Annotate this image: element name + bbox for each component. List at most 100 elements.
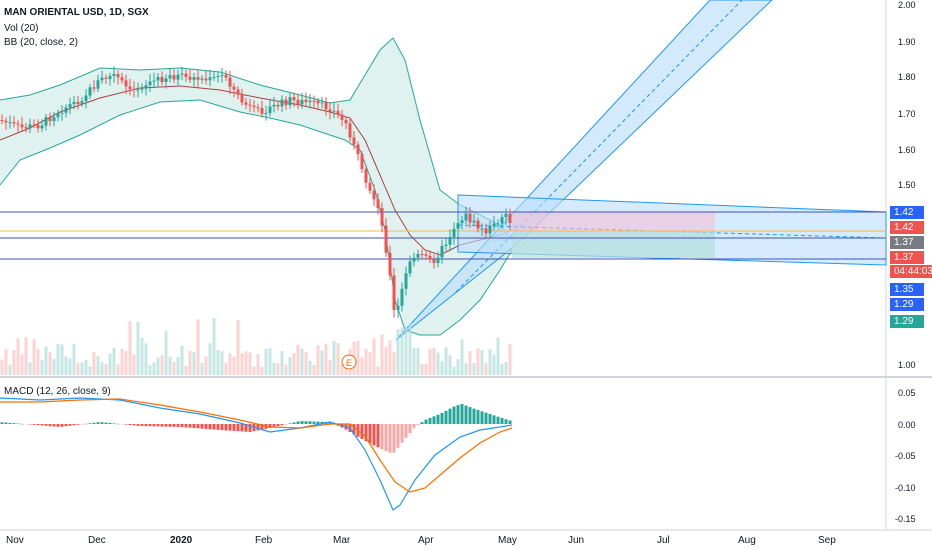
- candle-body: [500, 217, 504, 224]
- time-tick: Jul: [657, 535, 670, 546]
- bollinger-legend[interactable]: BB (20, close, 2): [4, 37, 78, 48]
- volume-bar: [268, 348, 272, 375]
- candle-body: [284, 99, 288, 106]
- macd-histogram-bar: [272, 424, 276, 428]
- candle-body: [460, 220, 464, 224]
- volume-bar: [412, 347, 416, 375]
- volume-bar: [368, 352, 372, 375]
- candle-body: [272, 104, 276, 107]
- volume-bar: [120, 348, 124, 375]
- macd-histogram-bar: [384, 424, 388, 451]
- macd-histogram-bar: [148, 424, 152, 427]
- candle-body: [132, 88, 136, 90]
- volume-bar: [460, 339, 464, 375]
- candle-body: [408, 261, 412, 274]
- volume-bar: [240, 353, 244, 375]
- candle-body: [168, 75, 172, 79]
- candle-body: [36, 124, 40, 129]
- macd-histogram-bar: [128, 424, 132, 425]
- candle-body: [220, 75, 224, 77]
- macd-histogram-bar: [40, 424, 44, 426]
- volume-legend[interactable]: Vol (20): [4, 23, 39, 34]
- price-tick: 1.60: [898, 145, 916, 155]
- candle-body: [112, 74, 116, 76]
- macd-histogram-bar: [248, 424, 252, 432]
- candle-body: [208, 77, 212, 81]
- macd-histogram-bar: [16, 423, 20, 424]
- macd-histogram-bar: [188, 424, 192, 428]
- candle-body: [508, 213, 512, 223]
- macd-line: [0, 397, 513, 511]
- candle-body: [212, 76, 216, 78]
- candle-body: [404, 273, 408, 289]
- symbol-title[interactable]: MAN ORIENTAL USD, 1D, SGX: [4, 7, 149, 18]
- candle-body: [224, 75, 228, 78]
- candle-body: [496, 223, 500, 225]
- candle-body: [4, 120, 8, 123]
- volume-bar: [156, 357, 160, 375]
- volume-bar: [232, 356, 236, 375]
- candle-body: [8, 122, 12, 124]
- candle-body: [360, 154, 364, 170]
- macd-legend[interactable]: MACD (12, 26, close, 9): [4, 386, 111, 397]
- volume-bar: [444, 347, 448, 375]
- position-stop-zone[interactable]: [512, 212, 715, 231]
- volume-bar: [384, 346, 388, 375]
- volume-bar: [324, 344, 328, 375]
- volume-bar: [468, 350, 472, 375]
- volume-bar: [504, 361, 508, 375]
- volume-bar: [224, 362, 228, 375]
- volume-bar: [160, 355, 164, 375]
- macd-histogram-bar: [156, 424, 160, 427]
- volume-bar: [372, 338, 376, 375]
- volume-bar: [492, 354, 496, 375]
- volume-bar: [320, 350, 324, 375]
- macd-histogram-bar: [408, 424, 412, 433]
- volume-bar: [304, 352, 308, 375]
- candle-body: [56, 113, 60, 118]
- candle-body: [488, 225, 492, 234]
- volume-bar: [416, 347, 420, 375]
- macd-histogram-bar: [480, 411, 484, 424]
- volume-bar: [172, 362, 176, 375]
- candle-body: [144, 85, 148, 89]
- volume-bar: [476, 348, 480, 375]
- macd-histogram-bar: [496, 416, 500, 424]
- price-tick: 1.00: [898, 360, 916, 370]
- rising-channel-median: [455, 0, 743, 293]
- candle-body: [504, 213, 508, 218]
- volume-bar: [52, 359, 56, 375]
- price-badge: 1.29: [890, 298, 924, 311]
- candle-body: [72, 101, 76, 105]
- candle-body: [448, 237, 452, 245]
- macd-histogram-bar: [184, 424, 188, 428]
- macd-histogram-bar: [360, 424, 364, 440]
- rising-channel[interactable]: [395, 0, 773, 341]
- candle-body: [256, 107, 260, 109]
- macd-histogram-bar: [440, 412, 444, 424]
- macd-histogram-bar: [160, 424, 164, 427]
- macd-histogram-bar: [432, 416, 436, 424]
- candle-body: [312, 100, 316, 102]
- volume-bar: [176, 357, 180, 375]
- volume-bars: [0, 318, 512, 375]
- macd-histogram-bar: [36, 424, 40, 426]
- time-tick: Aug: [738, 535, 756, 546]
- macd-histogram-bar: [308, 421, 312, 424]
- candle-body: [368, 182, 372, 191]
- macd-histogram-bar: [232, 424, 236, 431]
- volume-bar: [76, 363, 80, 375]
- macd-histogram-bar: [12, 423, 16, 424]
- position-target-zone[interactable]: [512, 231, 715, 258]
- volume-bar: [124, 351, 128, 375]
- earnings-marker-icon[interactable]: [341, 354, 357, 370]
- candle-body: [444, 244, 448, 246]
- candle-body: [280, 99, 284, 107]
- macd-tick: -0.15: [895, 514, 916, 524]
- macd-histogram-bar: [396, 424, 400, 448]
- volume-bar: [380, 334, 384, 375]
- candle-body: [480, 228, 484, 230]
- macd-histogram-bar: [404, 424, 408, 438]
- macd-tick: -0.10: [895, 483, 916, 493]
